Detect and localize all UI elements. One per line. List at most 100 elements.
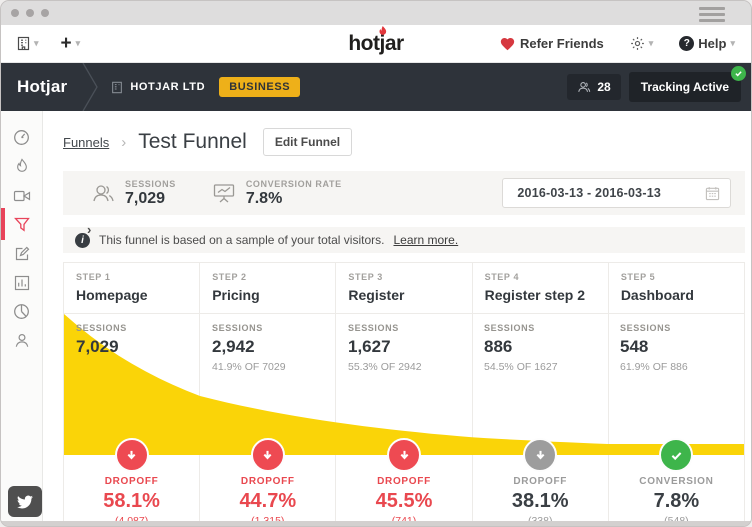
sidebar-item-polls[interactable] xyxy=(1,268,43,297)
date-range-picker[interactable]: 2016-03-13 - 2016-03-13 xyxy=(502,178,731,208)
funnel-step-header-1: STEP 1 Homepage xyxy=(64,263,201,313)
step-label: STEP 2 xyxy=(212,272,247,282)
sidebar-expand-toggle[interactable]: › xyxy=(87,222,92,237)
chevron-down-icon: ▾ xyxy=(75,38,81,48)
settings-menu[interactable]: ▾ xyxy=(630,36,654,51)
outcome-percentage: 58.1% xyxy=(103,490,160,512)
step-name: Register xyxy=(348,287,405,303)
twitter-share-button[interactable] xyxy=(8,486,42,517)
dropoff-arrow-icon xyxy=(250,438,285,472)
site-selector[interactable]: ▾ xyxy=(17,36,39,51)
step-label: STEP 5 xyxy=(620,272,656,282)
learn-more-link[interactable]: Learn more. xyxy=(393,233,459,247)
flame-icon xyxy=(379,25,387,35)
sidebar-item-heatmaps[interactable] xyxy=(1,152,43,181)
conversion-stat: CONVERSION RATE 7.8% xyxy=(212,179,342,208)
outcome-count: (4,087) xyxy=(114,515,149,521)
banner-text: This funnel is based on a sample of your… xyxy=(99,233,385,247)
conversion-cell: CONVERSION 7.8% (548) xyxy=(609,438,744,521)
site-icon xyxy=(17,36,30,51)
funnel-chart-row: SESSIONS 7,029 SESSIONS 2,942 41.9% OF 7029 S… xyxy=(64,314,744,455)
team-members-button[interactable]: 28 xyxy=(567,74,621,100)
funnel-column-4 xyxy=(473,314,609,455)
breadcrumb: Funnels › Test Funnel Edit Funnel xyxy=(63,127,745,157)
outcome-percentage: 7.8% xyxy=(653,490,700,512)
outcome-percentage: 44.7% xyxy=(239,490,297,512)
dropoff-cell-3: DROPOFF 45.5% (741) xyxy=(336,438,473,521)
plan-badge[interactable]: BUSINESS xyxy=(219,77,301,97)
chevron-down-icon: ▾ xyxy=(648,38,654,48)
tracking-active-check-icon xyxy=(731,66,746,81)
polls-icon xyxy=(14,275,30,291)
conversion-check-icon xyxy=(659,438,694,472)
sidebar-item-funnels[interactable] xyxy=(1,208,43,240)
dropoff-arrow-icon xyxy=(114,438,149,472)
sidebar-item-dashboard[interactable] xyxy=(1,123,43,152)
outcome-percentage: 38.1% xyxy=(511,490,569,512)
sidebar-item-surveys[interactable] xyxy=(1,297,43,326)
outcome-percentage: 45.5% xyxy=(375,490,433,512)
outcome-label: CONVERSION xyxy=(639,476,714,487)
window-bottom-edge xyxy=(1,521,751,526)
help-menu[interactable]: ? Help ▾ xyxy=(679,36,735,51)
sidebar-item-recordings[interactable] xyxy=(1,181,43,210)
step-label: STEP 1 xyxy=(76,272,111,282)
outcome-count: (1,315) xyxy=(251,515,285,521)
forms-icon xyxy=(14,246,30,262)
main-content: › Funnels › Test Funnel Edit Funnel SESS… xyxy=(43,111,751,521)
step-name: Dashboard xyxy=(620,287,694,303)
gear-icon xyxy=(630,37,644,50)
page-title: Test Funnel xyxy=(138,130,247,153)
hamburger-menu-icon[interactable] xyxy=(699,7,725,25)
recruiters-icon xyxy=(14,332,30,349)
conversion-label: CONVERSION RATE xyxy=(245,178,342,189)
brand-name: Hotjar xyxy=(17,77,68,96)
breadcrumb-chevron-icon xyxy=(82,63,99,111)
sample-info-banner: i This funnel is based on a sample of yo… xyxy=(63,227,745,253)
step-label: STEP 3 xyxy=(348,272,383,282)
funnel-step-header-3: STEP 3 Register xyxy=(336,263,473,313)
date-range-value: 2016-03-13 - 2016-03-13 xyxy=(517,186,661,200)
step-name: Register step 2 xyxy=(484,287,585,303)
funnel-step-header-5: STEP 5 Dashboard xyxy=(609,263,744,313)
window-controls[interactable] xyxy=(11,9,49,17)
dropoff-cell-2: DROPOFF 44.7% (1,315) xyxy=(200,438,337,521)
sessions-value: 7,029 xyxy=(125,189,166,207)
funnel-area-chart xyxy=(64,314,744,455)
outcome-count: (741) xyxy=(391,515,417,521)
dropoff-arrow-icon xyxy=(523,438,558,472)
refer-friends-button[interactable]: Refer Friends xyxy=(499,36,604,52)
add-new-button[interactable]: + ▾ xyxy=(61,34,81,53)
step-name: Pricing xyxy=(212,287,260,303)
funnels-icon xyxy=(13,217,30,232)
twitter-icon xyxy=(17,495,33,508)
chevron-right-icon: › xyxy=(121,133,127,151)
hotjar-logo: hotj ar xyxy=(348,25,404,56)
dashboard-icon xyxy=(13,129,30,146)
left-sidebar xyxy=(1,111,43,521)
organization-selector[interactable]: HOTJAR LTD xyxy=(111,81,205,94)
funnel-column-2 xyxy=(200,314,337,455)
funnel-column-grid xyxy=(64,314,744,455)
sessions-people-icon xyxy=(93,185,114,202)
step-label: STEP 4 xyxy=(484,272,520,282)
top-toolbar: ▾ + ▾ hotj ar Refer Friends ▾ ? xyxy=(1,25,751,63)
dropoff-arrow-icon xyxy=(387,438,421,472)
outcome-count: (548) xyxy=(664,515,689,521)
tracking-status-button[interactable]: Tracking Active xyxy=(628,66,746,102)
outcome-label: DROPOFF xyxy=(513,476,568,487)
edit-funnel-button[interactable]: Edit Funnel xyxy=(262,128,353,156)
surveys-icon xyxy=(13,303,30,320)
conversion-chart-icon xyxy=(213,184,234,203)
outcome-label: DROPOFF xyxy=(377,476,431,487)
sidebar-item-forms[interactable] xyxy=(1,239,43,268)
funnel-step-header-4: STEP 4 Register step 2 xyxy=(473,263,609,313)
sidebar-item-recruiters[interactable] xyxy=(1,326,43,355)
breadcrumb-funnels-link[interactable]: Funnels xyxy=(63,134,110,150)
outcome-label: DROPOFF xyxy=(240,476,295,487)
chevron-down-icon: ▾ xyxy=(34,38,39,48)
conversion-value: 7.8% xyxy=(245,189,283,207)
recordings-icon xyxy=(13,189,31,203)
plus-icon: + xyxy=(60,33,72,54)
building-icon xyxy=(112,81,123,93)
